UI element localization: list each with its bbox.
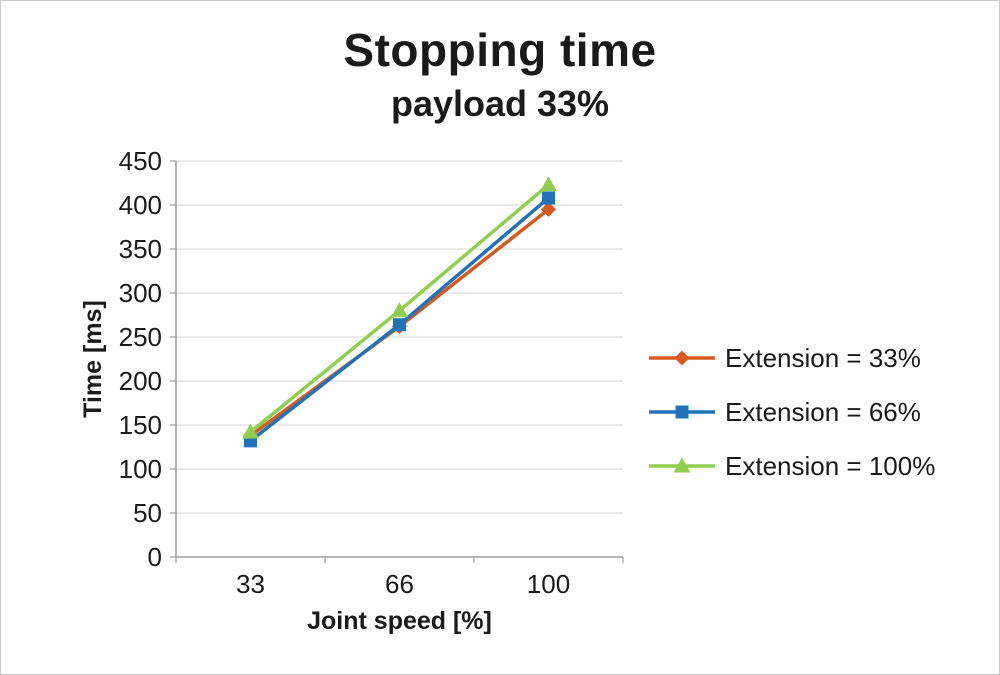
x-tick-label: 66	[385, 569, 414, 599]
legend-label: Extension = 33%	[725, 343, 921, 373]
y-tick-label: 0	[148, 542, 162, 572]
y-tick-label: 400	[119, 190, 162, 220]
triangle-marker	[540, 176, 557, 192]
legend-item: Extension = 66%	[649, 397, 921, 427]
square-marker	[675, 405, 689, 419]
y-tick-label: 350	[119, 234, 162, 264]
square-marker	[393, 318, 406, 332]
y-axis-title: Time [ms]	[79, 300, 107, 418]
triangle-marker	[242, 423, 259, 439]
legend-label: Extension = 100%	[725, 451, 935, 481]
triangle-marker	[391, 302, 408, 318]
series-line	[242, 176, 557, 439]
square-marker	[542, 191, 555, 205]
x-tick-label: 100	[527, 569, 570, 599]
gridlines	[170, 160, 623, 558]
chart-subtitle: payload 33%	[390, 83, 610, 124]
y-tick-label: 250	[119, 322, 162, 352]
x-tick-labels: 33 66 100	[236, 569, 570, 599]
series-line	[244, 191, 555, 448]
y-tick-label: 200	[119, 366, 162, 396]
y-tick-label: 450	[119, 146, 162, 176]
diamond-marker	[541, 201, 556, 217]
triangle-marker	[673, 457, 691, 473]
y-tick-labels: 0 50 100 150 200 250 300 350 400 450	[119, 146, 162, 572]
y-tick-label: 100	[119, 454, 162, 484]
x-axis-title: Joint speed [%]	[307, 607, 492, 635]
diamond-marker	[674, 350, 690, 366]
chart-title: Stopping time	[343, 24, 657, 76]
x-tick-label: 33	[236, 569, 265, 599]
y-tick-label: 300	[119, 278, 162, 308]
legend-item: Extension = 100%	[649, 451, 935, 481]
y-tick-label: 150	[119, 410, 162, 440]
y-tick-label: 50	[133, 498, 162, 528]
legend-item: Extension = 33%	[649, 343, 921, 373]
legend-label: Extension = 66%	[725, 397, 921, 427]
